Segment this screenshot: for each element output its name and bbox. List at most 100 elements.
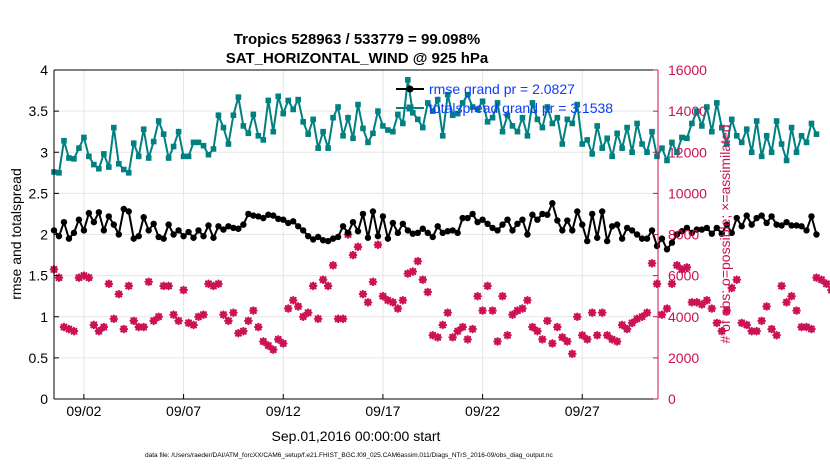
rmse-point <box>389 219 397 227</box>
rmse-point <box>434 223 441 230</box>
rmse-point <box>668 239 676 246</box>
totalspread-point <box>220 124 227 131</box>
rmse-point <box>110 221 118 228</box>
obs-marker <box>134 322 144 332</box>
totalspread-point <box>808 120 815 127</box>
rmse-point <box>444 228 451 235</box>
rmse-point <box>100 227 108 234</box>
obs-marker <box>398 296 408 305</box>
rmse-point <box>603 237 611 245</box>
obs-marker <box>448 333 457 342</box>
rmse-point <box>628 227 636 234</box>
obs-marker <box>254 322 263 332</box>
totalspread-point <box>644 149 650 156</box>
rmse-point <box>708 230 716 237</box>
right-tick-label: 8000 <box>668 227 699 243</box>
rmse-point <box>449 227 456 234</box>
totalspread-point <box>449 112 456 119</box>
obs-marker <box>388 298 398 307</box>
rmse-point <box>140 214 147 221</box>
left-tick-label: 3 <box>40 144 48 160</box>
totalspread-point <box>459 100 466 106</box>
obs-marker <box>194 312 203 322</box>
obs-marker <box>697 300 707 309</box>
obs-marker <box>817 275 826 285</box>
obs-marker <box>268 345 278 354</box>
obs-marker <box>667 279 677 289</box>
totalspread-point <box>71 156 77 162</box>
totalspread-point <box>629 149 635 156</box>
rmse-point <box>598 208 606 215</box>
rmse-point <box>329 235 337 242</box>
obs-marker <box>822 279 830 289</box>
totalspread-point <box>200 142 207 149</box>
totalspread-point <box>245 130 252 137</box>
rmse-point <box>85 209 93 217</box>
totalspread-point <box>624 124 630 131</box>
rmse-point <box>394 229 402 237</box>
obs-marker <box>263 341 273 350</box>
rmse-point <box>245 210 252 218</box>
totalspread-point <box>400 120 406 127</box>
obs-marker <box>752 326 761 336</box>
rmse-point <box>299 227 307 234</box>
rmse-point <box>454 229 461 237</box>
rmse-point <box>618 235 626 242</box>
totalspread-point <box>639 141 645 147</box>
obs-marker <box>209 281 218 291</box>
totalspread-point <box>584 137 591 143</box>
right-tick-label: 10000 <box>668 185 707 201</box>
totalspread-point <box>66 155 72 161</box>
totalspread-point <box>554 114 561 121</box>
totalspread-point <box>763 133 770 139</box>
rmse-point <box>738 223 745 230</box>
totalspread-point <box>659 145 665 151</box>
rmse-point <box>713 224 721 232</box>
obs-assimilated-markers <box>49 230 830 359</box>
obs-marker <box>772 330 781 340</box>
rmse-point <box>175 227 182 234</box>
rmse-point <box>489 224 496 232</box>
totalspread-point <box>499 128 506 135</box>
obs-marker <box>518 304 527 313</box>
rmse-point <box>524 231 531 238</box>
rmse-point <box>429 233 436 241</box>
rmse-point <box>808 213 815 220</box>
obs-marker <box>717 326 727 336</box>
obs-marker <box>94 326 104 336</box>
totalspread-point <box>559 141 566 147</box>
rmse-point <box>633 231 641 238</box>
rmse-point <box>688 229 696 237</box>
rmse-point <box>150 220 157 228</box>
totalspread-point <box>111 124 117 131</box>
x-tick-label: 09/22 <box>465 403 500 419</box>
obs-marker <box>368 277 378 287</box>
obs-marker <box>632 314 642 324</box>
rmse-point <box>424 229 431 237</box>
rmse-point <box>170 231 177 238</box>
right-tick-label: 14000 <box>668 103 707 119</box>
obs-marker <box>732 275 742 285</box>
rmse-point <box>180 232 187 240</box>
rmse-point <box>95 209 103 216</box>
rmse-point <box>439 229 446 237</box>
rmse-point <box>324 237 332 245</box>
obs-marker <box>747 326 756 336</box>
totalspread-point <box>604 135 610 142</box>
totalspread-point <box>255 133 262 139</box>
totalspread-point <box>783 157 790 164</box>
obs-marker <box>543 316 552 326</box>
totalspread-series <box>51 77 820 176</box>
obs-marker <box>712 318 722 328</box>
rmse-point <box>60 218 68 226</box>
rmse-point <box>728 229 735 237</box>
rmse-point <box>579 221 586 228</box>
obs-marker <box>283 304 293 313</box>
totalspread-point <box>434 96 441 103</box>
obs-marker <box>358 289 368 299</box>
obs-marker <box>473 291 482 301</box>
obs-marker <box>662 304 672 313</box>
rmse-point <box>215 223 222 230</box>
totalspread-point <box>76 145 82 151</box>
rmse-point <box>549 200 556 207</box>
